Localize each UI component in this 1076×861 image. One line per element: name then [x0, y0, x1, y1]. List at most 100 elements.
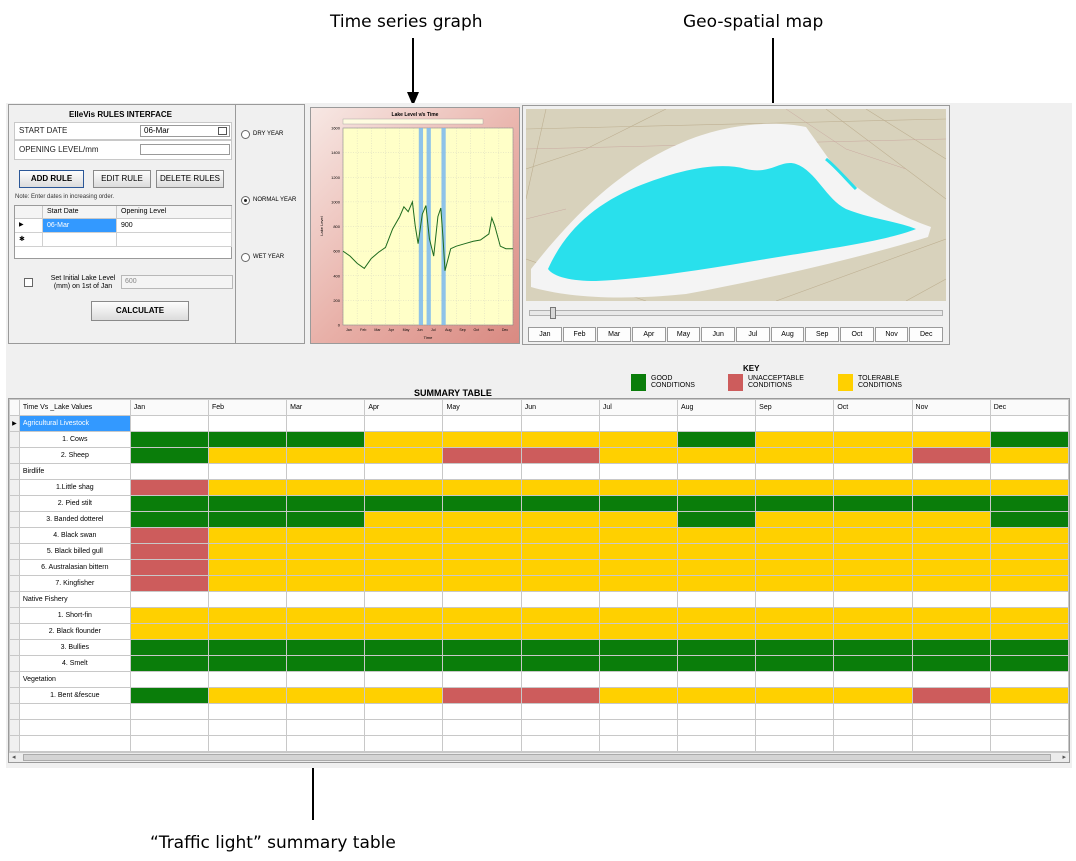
start-date-picker[interactable]: 06-Mar	[140, 125, 230, 137]
map-month-feb[interactable]: Feb	[562, 327, 597, 342]
summary-status-cell-tolerable[interactable]	[442, 623, 522, 640]
summary-group-cell[interactable]	[833, 415, 913, 432]
summary-group-cell[interactable]	[989, 671, 1069, 688]
summary-status-cell-tolerable[interactable]	[598, 543, 678, 560]
summary-group-cell[interactable]	[520, 591, 600, 608]
summary-row[interactable]: 1. Short-fin	[9, 607, 1069, 624]
summary-row[interactable]: 6. Australasian bittern	[9, 559, 1069, 576]
summary-status-cell-tolerable[interactable]	[364, 559, 444, 576]
summary-status-cell-unacceptable[interactable]	[911, 447, 991, 464]
map-month-aug[interactable]: Aug	[770, 327, 805, 342]
summary-status-cell-tolerable[interactable]	[520, 527, 600, 544]
summary-status-cell-tolerable[interactable]	[989, 479, 1069, 496]
summary-group-cell[interactable]	[911, 463, 991, 480]
summary-status-cell-tolerable[interactable]	[598, 447, 678, 464]
summary-empty-cell[interactable]	[207, 719, 288, 736]
summary-status-cell-tolerable[interactable]	[755, 543, 835, 560]
summary-empty-cell[interactable]	[598, 719, 678, 736]
summary-empty-cell[interactable]	[129, 719, 209, 736]
summary-empty-cell[interactable]	[286, 719, 366, 736]
summary-status-cell-tolerable[interactable]	[598, 527, 678, 544]
summary-status-cell-good[interactable]	[676, 431, 757, 448]
summary-status-cell-tolerable[interactable]	[442, 559, 522, 576]
summary-empty-cell[interactable]	[911, 719, 991, 736]
summary-status-cell-tolerable[interactable]	[911, 431, 991, 448]
summary-group-row[interactable]: Vegetation	[9, 671, 1069, 688]
summary-status-cell-tolerable[interactable]	[207, 543, 288, 560]
normal-year-radio[interactable]	[241, 196, 250, 205]
summary-status-cell-tolerable[interactable]	[207, 575, 288, 592]
summary-status-cell-good[interactable]	[598, 639, 678, 656]
summary-status-cell-tolerable[interactable]	[676, 479, 757, 496]
summary-empty-row[interactable]	[9, 703, 1069, 720]
summary-empty-row[interactable]	[9, 735, 1069, 752]
summary-empty-cell[interactable]	[364, 719, 444, 736]
summary-status-cell-tolerable[interactable]	[442, 575, 522, 592]
opening-level-input[interactable]	[140, 144, 230, 155]
summary-status-cell-good[interactable]	[989, 495, 1069, 512]
summary-group-cell[interactable]	[833, 671, 913, 688]
summary-group-cell[interactable]	[989, 463, 1069, 480]
calendar-icon[interactable]	[218, 127, 227, 135]
summary-status-cell-good[interactable]	[833, 639, 913, 656]
summary-status-cell-tolerable[interactable]	[286, 687, 366, 704]
summary-status-cell-tolerable[interactable]	[364, 623, 444, 640]
map-month-sep[interactable]: Sep	[805, 327, 840, 342]
summary-horizontal-scrollbar[interactable]: ◂ ▸	[9, 752, 1069, 762]
summary-status-cell-unacceptable[interactable]	[520, 447, 600, 464]
summary-group-cell[interactable]	[207, 415, 288, 432]
summary-status-cell-tolerable[interactable]	[207, 447, 288, 464]
summary-group-cell[interactable]	[129, 463, 209, 480]
summary-status-cell-tolerable[interactable]	[442, 511, 522, 528]
summary-status-cell-tolerable[interactable]	[520, 575, 600, 592]
summary-row[interactable]: 4. Black swan	[9, 527, 1069, 544]
summary-status-cell-good[interactable]	[520, 495, 600, 512]
summary-status-cell-tolerable[interactable]	[755, 575, 835, 592]
summary-group-cell[interactable]	[364, 463, 444, 480]
summary-status-cell-tolerable[interactable]	[207, 527, 288, 544]
summary-status-cell-unacceptable[interactable]	[129, 543, 209, 560]
summary-empty-cell[interactable]	[129, 735, 209, 752]
summary-row[interactable]: 1. Cows	[9, 431, 1069, 448]
summary-status-cell-tolerable[interactable]	[833, 687, 913, 704]
summary-group-cell[interactable]	[520, 671, 600, 688]
summary-group-row[interactable]: ▶ Agricultural Livestock	[9, 415, 1069, 432]
rules-grid-new-start-date[interactable]	[43, 233, 117, 247]
summary-status-cell-unacceptable[interactable]	[520, 687, 600, 704]
scroll-left-icon[interactable]: ◂	[12, 754, 16, 761]
summary-status-cell-tolerable[interactable]	[911, 527, 991, 544]
summary-status-cell-tolerable[interactable]	[676, 623, 757, 640]
summary-status-cell-good[interactable]	[442, 495, 522, 512]
summary-empty-cell[interactable]	[989, 735, 1069, 752]
summary-status-cell-tolerable[interactable]	[911, 559, 991, 576]
summary-status-cell-tolerable[interactable]	[364, 607, 444, 624]
summary-status-cell-good[interactable]	[129, 687, 209, 704]
summary-empty-cell[interactable]	[364, 735, 444, 752]
summary-group-cell[interactable]	[442, 671, 522, 688]
dry-year-radio[interactable]	[241, 130, 250, 139]
summary-row-label[interactable]: 6. Australasian bittern	[18, 559, 131, 576]
summary-status-cell-tolerable[interactable]	[598, 687, 678, 704]
summary-status-cell-tolerable[interactable]	[286, 559, 366, 576]
summary-status-cell-good[interactable]	[911, 495, 991, 512]
initial-level-input[interactable]: 600	[121, 275, 233, 289]
summary-empty-cell[interactable]	[520, 703, 600, 720]
summary-status-cell-good[interactable]	[989, 639, 1069, 656]
summary-status-cell-good[interactable]	[911, 655, 991, 672]
summary-status-cell-tolerable[interactable]	[989, 543, 1069, 560]
summary-row-label[interactable]: 2. Black flounder	[18, 623, 131, 640]
summary-status-cell-good[interactable]	[755, 639, 835, 656]
summary-status-cell-tolerable[interactable]	[833, 431, 913, 448]
summary-status-cell-good[interactable]	[520, 639, 600, 656]
summary-group-cell[interactable]	[520, 415, 600, 432]
summary-status-cell-tolerable[interactable]	[364, 527, 444, 544]
summary-row-label[interactable]: 2. Pied stilt	[18, 495, 131, 512]
summary-status-cell-tolerable[interactable]	[286, 447, 366, 464]
summary-status-cell-good[interactable]	[364, 655, 444, 672]
initial-level-checkbox[interactable]	[24, 278, 33, 287]
summary-status-cell-tolerable[interactable]	[364, 511, 444, 528]
edit-rule-button[interactable]: EDIT RULE	[93, 170, 151, 188]
summary-status-cell-unacceptable[interactable]	[911, 687, 991, 704]
summary-status-cell-unacceptable[interactable]	[129, 479, 209, 496]
summary-status-cell-tolerable[interactable]	[989, 527, 1069, 544]
